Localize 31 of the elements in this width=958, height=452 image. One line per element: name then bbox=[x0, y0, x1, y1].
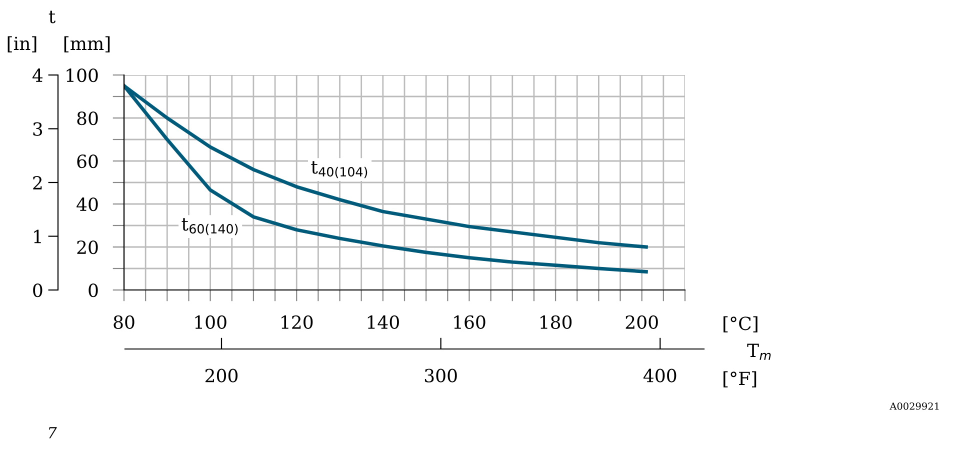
y-tick-label: 60 bbox=[77, 154, 98, 168]
x-tick-label: 200 bbox=[626, 315, 658, 329]
y-tick-label: 40 bbox=[76, 197, 98, 212]
y2-tick-label: 0 bbox=[33, 283, 42, 298]
y-tick-label: 80 bbox=[77, 111, 98, 126]
y2-tick-label: 2 bbox=[33, 176, 42, 190]
x-tick-label: 140 bbox=[368, 315, 399, 329]
text: A0029921 bbox=[890, 402, 939, 410]
series-label: t$_{40(104)}$ bbox=[311, 161, 368, 178]
y-tick-label: 100 bbox=[66, 68, 98, 82]
x-tick-label: 180 bbox=[540, 315, 572, 329]
text: 7 bbox=[48, 427, 57, 438]
x-tick-label: 160 bbox=[454, 315, 486, 329]
text: t bbox=[48, 10, 56, 24]
y2-tick-label: 4 bbox=[32, 68, 43, 82]
x-axis-title: [°C] bbox=[724, 316, 758, 332]
x-tick-label: 100 bbox=[195, 315, 226, 329]
x-tick-label: 120 bbox=[282, 315, 313, 329]
y2-axis-title: [in] bbox=[8, 36, 36, 52]
x2-tick-label: 300 bbox=[424, 368, 457, 382]
y-axis-title: [mm] bbox=[64, 36, 110, 52]
y-tick-label: 20 bbox=[77, 240, 98, 254]
x2-axis-title: [°F] bbox=[724, 371, 756, 388]
x2-tick-label: 400 bbox=[643, 368, 676, 382]
text: T$_{m}$ bbox=[747, 344, 771, 360]
x-tick-label: 80 bbox=[114, 315, 134, 329]
y2-tick-label: 1 bbox=[34, 230, 41, 244]
y2-tick-label: 3 bbox=[33, 122, 42, 136]
x2-tick-label: 200 bbox=[205, 368, 238, 382]
series-label: t$_{60(140)}$ bbox=[182, 218, 238, 236]
y-tick-label: 0 bbox=[88, 283, 98, 298]
